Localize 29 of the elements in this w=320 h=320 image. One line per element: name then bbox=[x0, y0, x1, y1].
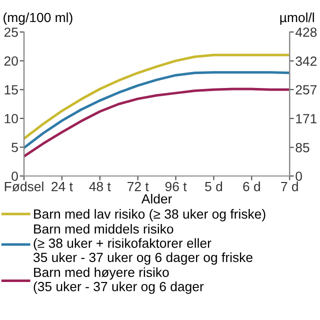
y-tick-label: 25 bbox=[4, 28, 18, 37]
x-tick-label: 6 d bbox=[243, 182, 260, 192]
x-tick-label: 48 t bbox=[89, 182, 111, 192]
line-series bbox=[24, 71, 290, 150]
y-tick-label: 10 bbox=[4, 114, 18, 124]
y-tick-label: 20 bbox=[4, 56, 18, 66]
y-tick-label: 5 bbox=[12, 142, 18, 152]
line-series bbox=[24, 88, 290, 158]
x-tick-label: Fødsel bbox=[4, 182, 44, 192]
y-tick-label: 15 bbox=[4, 85, 18, 95]
x-axis-title: Alder bbox=[141, 194, 172, 204]
legend-label: Barn med høyere risiko (35 uker - 37 uker og 6 dager bbox=[34, 267, 204, 294]
x-tick-label: 72 t bbox=[128, 182, 149, 192]
y2-axis-title: µmol/l bbox=[280, 12, 314, 25]
y-axis-title: (mg/100 ml) bbox=[4, 12, 72, 25]
y2-tick-label: 342 bbox=[296, 56, 317, 66]
legend-label: Barn med lav risiko (≥ 38 uker og friske) bbox=[34, 209, 266, 222]
x-tick-label: 96 t bbox=[165, 182, 187, 192]
y2-tick-label: 171 bbox=[296, 114, 317, 124]
line-series bbox=[24, 54, 290, 140]
y-tick-label: 0 bbox=[12, 172, 18, 181]
y2-tick-label: 257 bbox=[296, 85, 317, 94]
x-tick-label: 7 d bbox=[281, 182, 298, 192]
y2-tick-label: 85 bbox=[296, 142, 310, 152]
y2-tick-label: 0 bbox=[296, 172, 302, 181]
legend-label: Barn med middels risiko (≥ 38 uker + risikofaktorer eller 35 uker - 37 uker og 6 dager og friske bbox=[33, 224, 252, 265]
y2-tick-label: 428 bbox=[295, 28, 317, 37]
x-tick-label: 24 t bbox=[52, 182, 73, 192]
x-tick-label: 5 d bbox=[205, 182, 222, 192]
